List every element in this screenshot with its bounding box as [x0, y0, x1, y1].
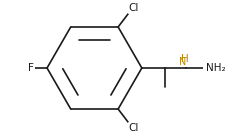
Text: H: H	[181, 54, 189, 64]
Text: Cl: Cl	[129, 3, 139, 13]
Text: NH₂: NH₂	[206, 63, 226, 73]
Text: Cl: Cl	[129, 123, 139, 133]
Text: F: F	[28, 63, 34, 73]
Text: N: N	[179, 57, 186, 67]
